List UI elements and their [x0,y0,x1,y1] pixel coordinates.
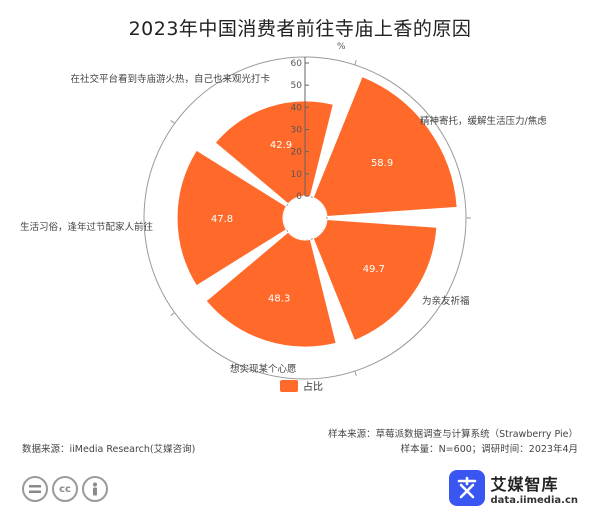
license-icons: cc [22,476,108,502]
brand-logo-icon [448,470,485,506]
category-label: 为亲友祈福 [422,295,470,307]
bar-value-label: 48.3 [268,293,290,304]
bar-sector [312,219,438,342]
bars: 58.9 49.7 48.3 47.8 42.9 [176,75,458,348]
radial-tick-label: 50 [291,81,303,91]
bar-value-label: 49.7 [363,264,385,275]
radial-tick-label: 10 [291,170,303,180]
angle-tick [354,370,357,377]
category-label: 在社交平台看到寺庙游火热，自己也来观光打卡 [70,73,270,85]
category-label: 生活习俗，逢年过节配家人前往 [20,221,154,233]
unit-label: % [337,42,346,52]
data-source: 数据来源：iiMedia Research(艾媒咨询) [22,444,196,455]
radial-tick-label: 20 [291,148,303,158]
legend[interactable]: 占比 [280,380,323,393]
legend-swatch [280,380,298,392]
bar-value-label: 47.8 [211,214,233,225]
bar-sector [176,149,288,287]
bar-sector [205,231,337,348]
radial-tick-label: 60 [291,59,303,69]
bar-sector [312,75,458,217]
bar-value-label: 58.9 [371,158,393,169]
category-label: 想实现某个心愿 [230,363,297,375]
creative-commons-icon: cc [52,476,78,502]
sample-note: 样本量：N=600；调研时间：2023年4月 [400,444,578,455]
chart-title: 2023年中国消费者前往寺庙上香的原因 [128,18,472,40]
bar-value-label: 42.9 [270,140,292,151]
brand: 艾媒智库 data.iimedia.cn [448,470,578,506]
angle-tick [170,312,176,316]
equal-icon [22,476,48,502]
legend-label: 占比 [303,380,323,393]
person-icon [82,476,108,502]
sample-source: 样本来源：草莓派数据调查与计算系统（Strawberry Pie） [328,429,578,440]
bar-sector [214,100,334,205]
angle-tick [170,120,176,124]
brand-url: data.iimedia.cn [490,494,578,506]
radial-tick-label: 30 [291,126,303,136]
angle-tick [354,59,357,66]
radial-tick-label: 0 [296,192,302,202]
category-label: 精神寄托，缓解生活压力/焦虑 [420,115,547,127]
brand-name: 艾媒智库 [490,474,559,494]
radial-axis: 0 10 20 30 40 50 60% [291,42,346,202]
radial-tick-label: 40 [291,103,303,113]
